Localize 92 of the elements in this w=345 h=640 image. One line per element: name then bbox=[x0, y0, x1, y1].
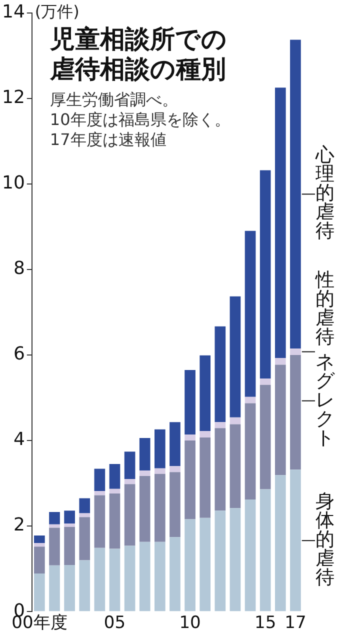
annotation: 10年度は福島県を除く。 bbox=[50, 110, 230, 129]
bar bbox=[290, 348, 301, 355]
bar bbox=[200, 355, 211, 432]
bar bbox=[244, 500, 256, 612]
annotation: 厚生労働省調べ。 bbox=[50, 90, 178, 109]
y-axis-title: (万件) bbox=[34, 2, 80, 21]
bar bbox=[34, 543, 45, 547]
bar bbox=[214, 428, 226, 511]
bar bbox=[64, 564, 75, 612]
bar bbox=[230, 508, 241, 612]
bar bbox=[139, 476, 150, 542]
bar bbox=[230, 296, 241, 418]
bar bbox=[109, 464, 120, 489]
bar bbox=[79, 498, 90, 514]
text: 児童相談所での虐待相談の種別 bbox=[48, 24, 227, 84]
y-tick-label: 12 bbox=[2, 87, 25, 108]
bar bbox=[274, 358, 286, 365]
y-tick-label: 14 bbox=[2, 1, 25, 22]
x-tick-label: 17 bbox=[284, 613, 306, 634]
y-tick-label: 10 bbox=[2, 172, 25, 194]
bar bbox=[290, 40, 301, 349]
series-label: 心理的虐待 bbox=[314, 144, 334, 242]
bar bbox=[94, 490, 106, 496]
bar bbox=[260, 384, 271, 490]
bar bbox=[274, 88, 286, 358]
bar bbox=[200, 431, 211, 438]
bar bbox=[34, 535, 45, 544]
bar bbox=[49, 512, 60, 524]
bar bbox=[49, 524, 60, 528]
bar bbox=[64, 526, 75, 565]
bar bbox=[94, 495, 106, 548]
bar bbox=[124, 452, 136, 480]
bar bbox=[49, 528, 60, 566]
bar bbox=[79, 517, 90, 560]
x-tick-label: 15 bbox=[254, 613, 276, 634]
bar bbox=[214, 422, 226, 428]
bar bbox=[200, 438, 211, 518]
series-label: ネグレクト bbox=[316, 350, 336, 449]
bar bbox=[230, 417, 241, 424]
bar bbox=[184, 519, 196, 612]
bar bbox=[79, 560, 90, 612]
bar bbox=[124, 484, 136, 546]
bar bbox=[184, 434, 196, 441]
y-tick-label: 6 bbox=[13, 344, 25, 365]
bar bbox=[154, 542, 166, 612]
bar bbox=[170, 466, 180, 472]
series-label: 性的虐待 bbox=[314, 268, 334, 348]
bar bbox=[290, 470, 301, 612]
bar bbox=[109, 494, 120, 549]
bar bbox=[139, 470, 150, 476]
bar bbox=[260, 489, 271, 612]
bar bbox=[34, 574, 45, 612]
bar bbox=[139, 438, 150, 470]
bar bbox=[214, 326, 226, 422]
bar bbox=[170, 537, 180, 612]
bar bbox=[244, 230, 256, 397]
annotation: 17年度は速報値 bbox=[50, 130, 166, 149]
bar bbox=[244, 396, 256, 404]
bar bbox=[64, 523, 75, 527]
bar bbox=[79, 513, 90, 518]
bar bbox=[124, 546, 136, 612]
bar bbox=[154, 468, 166, 474]
bar bbox=[94, 468, 106, 491]
bar bbox=[109, 488, 120, 494]
bar bbox=[274, 475, 286, 612]
bar bbox=[200, 518, 211, 612]
bar bbox=[214, 510, 226, 612]
x-tick-label: 05 bbox=[104, 613, 126, 634]
bar bbox=[184, 440, 196, 520]
x-tick-label: 10 bbox=[179, 613, 201, 634]
y-tick-label: 2 bbox=[13, 514, 25, 536]
bar bbox=[260, 378, 271, 385]
bar bbox=[49, 565, 60, 612]
series-label: 身体的虐待 bbox=[316, 490, 334, 589]
bar bbox=[34, 546, 45, 574]
bar bbox=[154, 429, 166, 468]
bar bbox=[124, 479, 136, 484]
bar bbox=[139, 542, 150, 612]
bar bbox=[170, 422, 180, 466]
bar bbox=[260, 170, 271, 378]
y-tick-label: 8 bbox=[13, 258, 25, 280]
bar bbox=[244, 403, 256, 500]
bar bbox=[109, 548, 120, 612]
bar bbox=[184, 370, 196, 435]
bar bbox=[64, 510, 75, 524]
y-tick-label: 4 bbox=[13, 429, 25, 450]
bar bbox=[290, 354, 301, 470]
bar bbox=[274, 364, 286, 476]
bar bbox=[154, 474, 166, 542]
bar bbox=[170, 472, 180, 538]
bar bbox=[230, 424, 241, 508]
bar bbox=[94, 548, 106, 612]
